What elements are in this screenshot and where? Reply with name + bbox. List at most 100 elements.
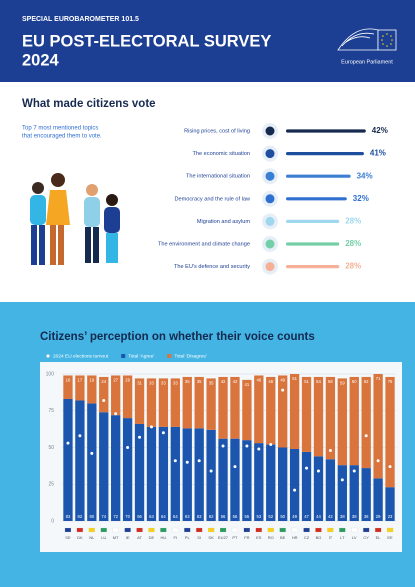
segment-label: 74 [101,514,106,519]
turnout-dot [126,446,130,449]
eu-stars [381,33,393,47]
turnout-dot [281,388,285,392]
bar-segment [158,378,169,427]
bar-segment [385,376,395,488]
bar-segment [337,465,347,521]
segment-label: 80 [89,514,94,519]
topic-icon-inner [265,216,275,226]
flag [375,527,382,533]
turnout-dot [138,435,142,439]
bar-segment [349,376,359,466]
x-tick-label: EU27 [218,535,229,540]
bar-segment [325,459,336,521]
x-tick-label: SK [208,535,214,540]
turnout-dot [388,465,392,469]
category-label: Democracy and the rule of law [174,196,251,202]
category-label: The international situation [186,174,250,180]
segment-label: 47 [304,514,309,519]
x-tick-label: EE [387,535,393,540]
bar-segment [75,400,85,521]
bar-segment [313,376,324,457]
segment-label: 29 [125,378,130,383]
segment-label: 31 [137,381,142,386]
bar-segment [218,438,228,521]
flag [76,527,83,533]
segment-label: 50 [280,514,285,519]
bar-segment [230,376,240,439]
segment-label: 24 [101,379,106,384]
segment-label: 66 [137,514,142,519]
segment-label: 35 [197,379,202,384]
flag [339,527,346,533]
bar [286,219,340,223]
x-tick-label: LV [352,535,357,540]
turnout-dot [161,431,165,435]
segment-label: 29 [376,514,381,519]
segment-label: 70 [125,514,130,519]
flag [315,527,322,533]
bar-segment [361,468,371,521]
segment-label: 35 [209,381,214,386]
bar-segment [134,423,145,521]
segment-label: 42 [221,379,226,384]
turnout-dot [316,469,320,473]
bar-segment [206,429,216,521]
segment-label: 62 [364,379,369,384]
logo-text: European Parliament [341,59,393,65]
x-tick-label: PT [232,535,238,540]
x-tick-label: BG [316,535,322,540]
bar-segment [230,438,240,521]
bar-segment [75,375,85,401]
segment-label: 59 [340,381,345,386]
x-tick-label: LT [340,535,345,540]
subtitle: Top 7 most mentioned topics [22,126,98,132]
segment-label: 19 [89,378,94,383]
title: EU POST-ELECTORAL SURVEY [22,32,271,50]
flag [136,527,143,533]
title: 2024 [22,51,60,69]
segment-label: 83 [66,514,71,519]
subtitle: that encouraged them to vote. [22,134,102,140]
turnout-dot [257,447,261,451]
bar-segment [385,487,395,521]
bar [286,174,351,178]
value-label: 28% [345,239,361,248]
segment-label: 51 [304,379,309,384]
value-label: 28% [345,262,361,271]
segment-label: 33 [149,381,154,386]
bar-segment [146,426,157,521]
x-tick-label: PL [185,535,191,540]
section-title: Citizens’ perception on whether their vo… [40,331,315,343]
x-tick-label: LU [101,535,106,540]
legend-label: Total 'Agree' [128,354,154,360]
turnout-dot [221,444,225,448]
turnout-dot [376,459,380,463]
flag [267,527,274,533]
turnout-dot [66,441,70,445]
y-tick-label: 100 [46,371,55,377]
flag [64,527,72,533]
flag [172,527,179,533]
segment-label: 71 [376,376,381,381]
flag [243,527,250,533]
flag [363,527,370,533]
segment-label: 56 [221,514,226,519]
bar-segment [266,444,276,521]
bar [286,129,366,133]
bar-segment [63,375,73,399]
legend-swatch [46,354,50,358]
x-tick-label: DK [77,535,83,540]
turnout-dot [149,425,153,429]
y-tick-label: 25 [48,482,54,488]
topic-icon-inner [265,149,275,159]
bar-segment [361,376,371,469]
segment-label: 54 [316,379,321,384]
segment-label: 42 [328,514,333,519]
flag [184,527,191,533]
bar-segment [337,378,347,466]
value-label: 41% [370,149,386,158]
turnout-dot [185,460,189,464]
flag [196,527,203,533]
bar-segment [313,456,324,521]
topic-icon-inner [265,262,275,272]
